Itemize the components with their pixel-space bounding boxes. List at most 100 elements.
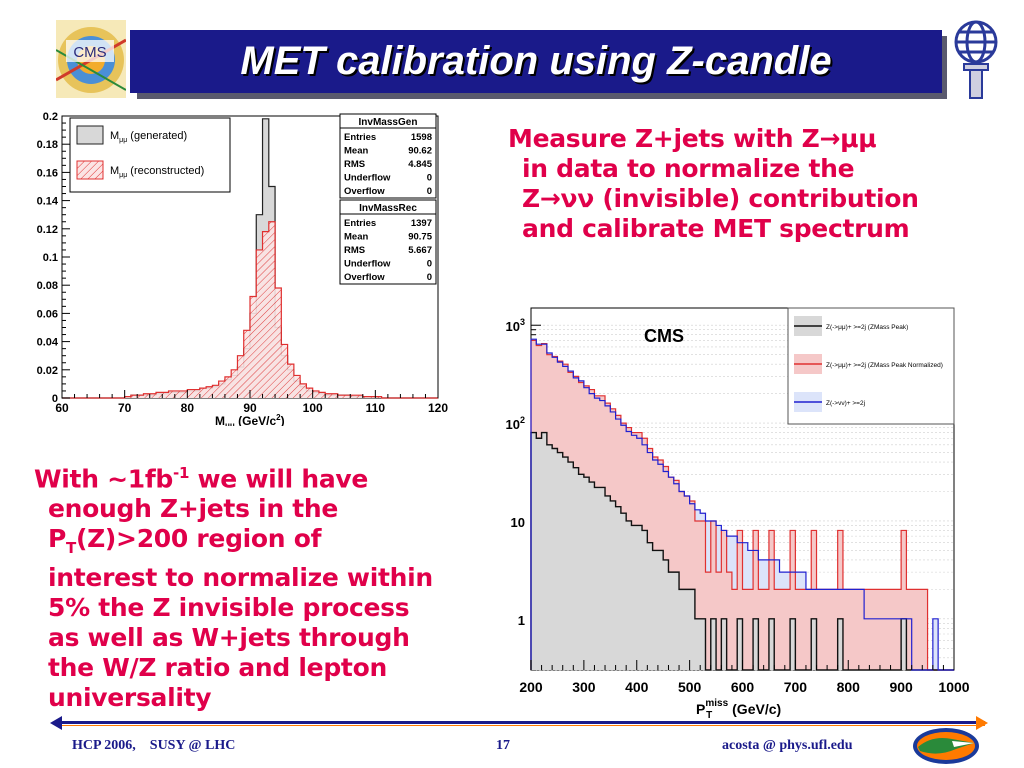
stats-value: 0 [427, 173, 432, 184]
footer-left-arrow-icon [50, 716, 62, 730]
x-tick-label: 300 [572, 679, 596, 695]
with-line-5: 5% the Z invisible process [48, 593, 410, 623]
y-tick-label: 0.04 [37, 337, 59, 349]
x-tick-label: 110 [366, 401, 386, 415]
y-tick-label: 10 [511, 515, 525, 530]
stats-value: 0 [427, 259, 432, 270]
stats-label: Entries [344, 218, 376, 229]
luminosity-text-block: With ~1fb-1 we will have enough Z+jets i… [34, 458, 514, 713]
legend-label-reconstructed: Mμμ (reconstructed) [110, 165, 204, 179]
x-tick-label: 100 [303, 401, 323, 415]
stats-label: Entries [344, 132, 376, 143]
stats-value: 0 [427, 186, 432, 197]
with-line-4: interest to normalize within [48, 563, 433, 593]
x-tick-label: 200 [519, 679, 543, 695]
x-tick-label: 1000 [938, 679, 969, 695]
x-tick-label: 900 [889, 679, 913, 695]
with-line-3: PT(Z)>200 region of [34, 524, 514, 563]
x-tick-label: 800 [837, 679, 861, 695]
footer-divider [55, 721, 985, 724]
x-tick-label: 80 [181, 401, 195, 415]
y-tick-label: 0.14 [37, 196, 59, 208]
stats-value: 90.62 [408, 146, 432, 157]
y-tick-label: 0.16 [37, 167, 58, 179]
y-tick-label: 0 [52, 393, 58, 405]
y-tick-label: 0.08 [37, 280, 58, 292]
x-tick-label: 90 [243, 401, 257, 415]
footer-page-number: 17 [496, 738, 510, 753]
footer-divider-accent [55, 725, 985, 726]
slide-title: MET calibration using Z-candle [240, 39, 832, 83]
legend-label: Z(->μμ)+ >=2j (ZMass Peak) [826, 324, 908, 331]
stats-value: 1598 [411, 132, 432, 143]
legend-label: Z(->νν)+ >=2j [826, 400, 865, 407]
y-tick-label: 0.2 [43, 111, 58, 123]
y-tick-label: 0.18 [37, 139, 58, 151]
y-tick-label: 0.1 [43, 252, 58, 264]
stats-label: Overflow [344, 186, 385, 197]
footer-email: acosta @ phys.ufl.edu [722, 738, 853, 753]
x-tick-label: 70 [118, 401, 132, 415]
x-tick-label: 500 [678, 679, 702, 695]
chart-title-cms: CMS [644, 326, 684, 346]
stats-value: 5.667 [408, 245, 432, 256]
y-tick-label: 1 [518, 613, 525, 628]
with-line-1-post: we will have [189, 464, 369, 494]
x-tick-label: 400 [625, 679, 649, 695]
atlas-logo-icon [954, 20, 998, 99]
gator-logo-icon [913, 728, 979, 764]
stats-value: 90.75 [408, 232, 432, 243]
invariant-mass-chart: 0 0.02 0.04 0.06 0.08 0.1 0.12 0.14 0.16 0.18 0.2 6… [37, 111, 449, 426]
legend-swatch-reconstructed [76, 160, 104, 180]
with-line-1: With ~1fb-1 we will have [34, 458, 514, 494]
y-tick-label: 102 [506, 415, 525, 432]
measure-line-1: Measure Z+jets with Z→μμ [508, 124, 877, 153]
x-axis-label: Pmiss T (GeV/c) [696, 698, 781, 718]
legend-label: Z(->μμ)+ >=2j (ZMass Peak Normalized) [826, 362, 943, 369]
with-line-3-sub: T [66, 539, 76, 558]
series-zmass-peak [530, 431, 954, 671]
y-tick-label: 0.12 [37, 224, 58, 236]
x-tick-label: 120 [428, 401, 448, 415]
stats-label: Underflow [344, 173, 391, 184]
y-tick-label: 103 [506, 317, 525, 334]
measure-line-3: Z→νν (invisible) contribution [522, 184, 919, 213]
with-line-7: the W/Z ratio and lepton [48, 653, 387, 683]
with-line-1-pre: With ~1fb [34, 464, 174, 494]
stats-label: RMS [344, 245, 365, 256]
stats-box-title: InvMassRec [359, 203, 417, 214]
with-line-3-post: (Z)>200 region of [75, 524, 322, 554]
stats-label: Overflow [344, 272, 385, 283]
y-tick-label: 0.06 [37, 308, 58, 320]
y-tick-label: 0.02 [37, 365, 58, 377]
footer-right-arrow-icon [976, 716, 988, 730]
footer-conference: HCP 2006, SUSY @ LHC [72, 738, 236, 753]
x-axis-label: Mμμ (GeV/c2) [215, 413, 285, 426]
series-invisible [530, 338, 954, 671]
with-line-8: universality [48, 683, 212, 713]
measure-line-2: in data to normalize the [522, 154, 855, 183]
series-reconstructed [62, 221, 438, 399]
measure-line-4: and calibrate MET spectrum [522, 214, 910, 243]
measure-text-block: Measure Z+jets with Z→μμ in data to norm… [508, 124, 1018, 244]
stats-label: Underflow [344, 259, 391, 270]
title-bar [130, 30, 942, 93]
stats-label: Mean [344, 232, 368, 243]
stats-label: RMS [344, 159, 365, 170]
with-line-2: enough Z+jets in the [48, 494, 339, 524]
with-line-6: as well as W+jets through [48, 623, 410, 653]
stats-value: 4.845 [408, 159, 432, 170]
cms-logo-icon: CMS [56, 20, 126, 98]
with-line-1-sup: -1 [173, 464, 190, 482]
svg-text:CMS: CMS [73, 44, 106, 61]
x-tick-label: 700 [784, 679, 808, 695]
stats-box-title: InvMassGen [359, 117, 418, 128]
with-line-3-p: P [48, 524, 67, 554]
legend-swatch-generated [76, 125, 104, 145]
stats-label: Mean [344, 146, 368, 157]
stats-value: 0 [427, 272, 432, 283]
legend-label-generated: Mμμ (generated) [110, 130, 187, 144]
stats-value: 1397 [411, 218, 432, 229]
x-tick-label: 600 [731, 679, 755, 695]
